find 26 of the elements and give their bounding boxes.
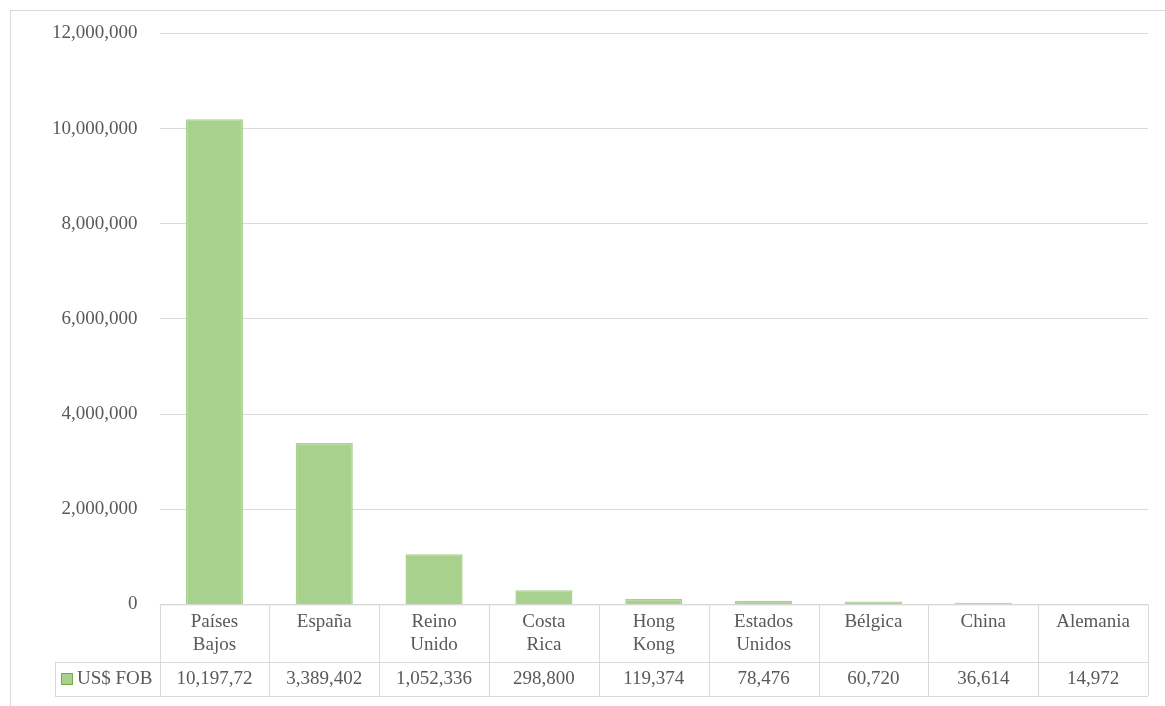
y-tick-label: 4,000,000 (61, 402, 138, 424)
data-label: 3,389,402 (286, 666, 363, 688)
data-label: 10,197,72 (176, 666, 253, 688)
x-tick-label: China (960, 609, 1007, 631)
y-tick-label: 12,000,000 (52, 21, 138, 43)
data-label: 60,720 (847, 666, 900, 688)
x-tick-label: Costa Rica (522, 609, 567, 654)
data-label: 78,476 (737, 666, 790, 688)
y-tick-label: 10,000,000 (52, 116, 138, 138)
data-label: 36,614 (957, 666, 1010, 688)
x-tick-label: Hong Kong (632, 609, 676, 654)
x-tick-label: Reino Unido (410, 609, 458, 654)
data-label: 119,374 (623, 666, 685, 688)
x-tick-label: Bélgica (844, 609, 903, 631)
data-label: 1,052,336 (396, 666, 473, 688)
y-tick-label: 2,000,000 (61, 497, 138, 519)
y-tick-label: 6,000,000 (61, 306, 138, 328)
y-tick-label: 8,000,000 (61, 211, 138, 233)
data-label: 14,972 (1066, 666, 1120, 688)
x-tick-label: Estados Unidos (734, 609, 794, 654)
x-tick-label: Alemania (1056, 609, 1131, 631)
y-tick-label: 0 (128, 592, 138, 614)
x-tick-label: España (296, 609, 353, 631)
data-label: 298,800 (513, 666, 575, 688)
legend-label: US$ FOB (77, 666, 153, 688)
x-tick-label: Países Bajos (190, 609, 239, 654)
